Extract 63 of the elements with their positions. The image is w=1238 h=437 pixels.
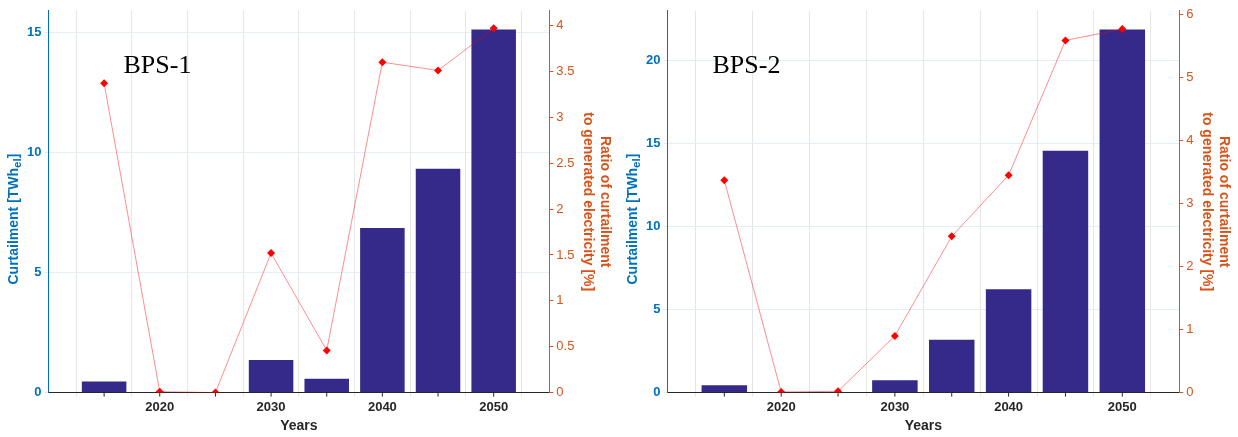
y2-tick-label: 0 bbox=[1186, 384, 1194, 400]
y2-tick-label: 6 bbox=[1186, 6, 1194, 22]
y-tick-label: 10 bbox=[26, 144, 42, 160]
y2-tick-label: 0.5 bbox=[556, 338, 575, 354]
bar bbox=[701, 385, 748, 393]
bar bbox=[81, 381, 127, 393]
x-tick-label: 2020 bbox=[766, 398, 796, 414]
x-tick-label: 2020 bbox=[145, 398, 175, 414]
point bbox=[1118, 25, 1127, 34]
y2-tick-label: 1 bbox=[556, 292, 564, 308]
y-tick-label: 5 bbox=[34, 264, 42, 280]
y-tick-label: 10 bbox=[645, 218, 661, 234]
y2-tick-label: 1.5 bbox=[556, 246, 575, 262]
y2-tick-label: 2 bbox=[1186, 258, 1194, 274]
bar bbox=[360, 228, 405, 393]
y2-axis-title: Ratio of curtailment to generated electricity [%] bbox=[580, 112, 614, 292]
bar bbox=[304, 378, 349, 393]
point bbox=[267, 249, 276, 258]
bar bbox=[1099, 29, 1146, 393]
point bbox=[100, 79, 109, 88]
y2-tick-label: 3 bbox=[556, 108, 564, 124]
bar bbox=[985, 289, 1032, 393]
annotation: BPS-1 bbox=[123, 49, 192, 79]
point bbox=[378, 58, 387, 67]
x-tick-label: 2050 bbox=[479, 398, 509, 414]
y2-tick-label: 3 bbox=[1186, 195, 1194, 211]
point bbox=[1004, 171, 1013, 180]
bar bbox=[1042, 150, 1089, 393]
point bbox=[890, 331, 899, 340]
point bbox=[434, 66, 443, 75]
bar bbox=[872, 380, 918, 393]
y2-tick-label: 5 bbox=[1186, 69, 1194, 85]
y2-tick-label: 2.5 bbox=[556, 154, 575, 170]
point bbox=[720, 176, 729, 185]
point bbox=[947, 232, 956, 241]
y-tick-label: 15 bbox=[26, 23, 42, 39]
y2-tick-label: 1 bbox=[1186, 321, 1194, 337]
x-tick-label: 2030 bbox=[880, 398, 910, 414]
y-tick-label: 15 bbox=[645, 135, 661, 151]
x-axis-title: Years bbox=[280, 417, 318, 434]
y2-tick-label: 2 bbox=[556, 200, 564, 216]
x-axis-title: Years bbox=[904, 417, 943, 434]
y-tick-label: 0 bbox=[34, 384, 42, 400]
x-tick-label: 2040 bbox=[994, 398, 1024, 414]
x-tick-label: 2040 bbox=[367, 398, 397, 414]
bar bbox=[929, 339, 975, 393]
y2-axis-title: Ratio of curtailment to generated electricity [%] bbox=[1199, 112, 1233, 292]
y-tick-label: 20 bbox=[645, 52, 661, 68]
y2-tick-label: 4 bbox=[1186, 132, 1194, 148]
bar bbox=[415, 168, 461, 393]
y-tick-label: 5 bbox=[653, 301, 661, 317]
point bbox=[489, 24, 498, 33]
y2-tick-label: 3.5 bbox=[556, 62, 575, 78]
point bbox=[1061, 36, 1070, 45]
annotation: BPS-2 bbox=[712, 49, 781, 79]
x-tick-label: 2050 bbox=[1107, 398, 1137, 414]
x-tick-label: 2030 bbox=[256, 398, 286, 414]
point bbox=[322, 346, 331, 355]
y2-tick-label: 0 bbox=[556, 384, 564, 400]
y2-tick-label: 4 bbox=[556, 17, 564, 33]
bar bbox=[248, 359, 294, 393]
y-tick-label: 0 bbox=[653, 384, 661, 400]
bar bbox=[471, 29, 516, 393]
